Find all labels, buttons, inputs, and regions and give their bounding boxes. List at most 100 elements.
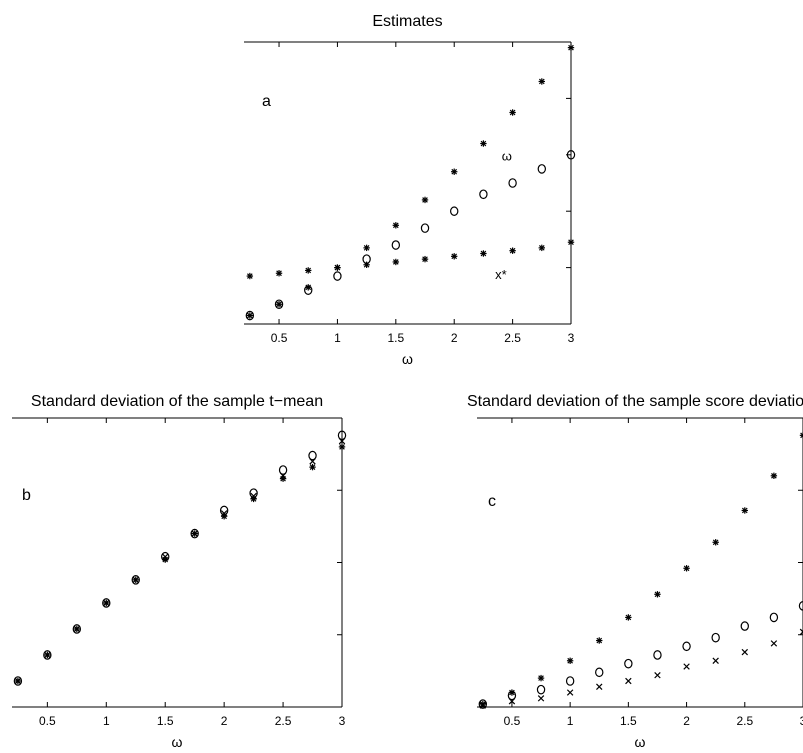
data-point [596,683,603,690]
panel-letter: b [22,487,31,504]
data-point [191,530,198,537]
data-point [624,658,633,669]
data-point [420,223,430,233]
data-point [769,612,779,623]
data-point [246,312,254,319]
data-point [683,565,690,572]
x-tick-label: 1 [334,331,341,345]
series-1-x [14,437,346,685]
data-point [799,432,803,439]
data-point [305,267,312,274]
data-point [799,628,803,636]
data-point [190,528,199,539]
data-point [567,44,575,51]
data-point [508,178,517,188]
series-2-star [246,239,575,280]
x-tick-label: 3 [568,331,575,345]
x-tick-label: 0.5 [39,714,56,728]
data-point [479,189,488,200]
x-axis-label: ω [172,734,183,750]
data-point [654,591,661,598]
series-0-star [479,432,803,708]
data-point [770,640,778,647]
x-tick-label: 0.5 [271,331,288,345]
data-point [73,625,81,633]
x-tick-label: 1.5 [620,714,637,728]
data-point [507,690,517,701]
data-point [103,599,110,607]
series-0-star [246,44,575,319]
data-point [102,598,111,608]
data-point [537,674,545,682]
data-point [480,250,487,257]
panel-a-estimates: Estimates 0.5 1 1.5 2 2.5 3 ω a ω x* [244,13,576,367]
data-point [595,667,604,678]
x-tick-label: 2 [221,714,228,728]
data-point [509,247,516,254]
data-point [566,657,574,664]
data-point [246,272,254,280]
data-point [625,677,632,685]
data-point [538,78,546,85]
data-point [132,576,139,584]
data-point [741,648,749,656]
panel-letter: a [262,93,271,110]
data-point [274,299,284,310]
x-tick-label: 3 [800,714,803,728]
data-point [421,196,429,204]
panel-c-std-score-deviation: Standard deviation of the sample score d… [467,393,803,750]
data-point [741,507,748,514]
data-point [162,556,169,563]
data-point [338,443,346,451]
data-point [14,677,22,685]
x-tick-label: 1.5 [387,331,404,345]
data-point [363,261,370,268]
data-point [596,637,603,644]
data-point [392,258,400,266]
data-point [13,676,23,686]
data-point [654,671,661,679]
data-point [275,301,283,308]
series-2-star [14,443,346,685]
data-point [279,475,287,482]
data-point [740,621,749,631]
x-tick-label: 2 [683,714,690,728]
data-point [275,270,283,277]
x-tick-label: 1 [567,714,574,728]
data-point [653,650,662,660]
data-point [770,472,778,479]
data-point [480,140,487,147]
series-1-circle [245,150,576,321]
x-tick-label: 2.5 [736,714,753,728]
data-point [536,684,546,695]
data-point [682,641,691,652]
data-point [450,206,459,216]
panel-b-std-t-mean: Standard deviation of the sample t−mean 0… [12,393,347,750]
data-point [245,310,255,321]
data-point [508,697,516,705]
data-point [304,285,313,295]
x-tick-label: 3 [339,714,346,728]
data-point [309,458,316,465]
data-point [565,676,575,686]
chart-title: Estimates [372,13,442,30]
x-tick-label: 2 [451,331,458,345]
data-point [43,650,52,660]
chart-title: Standard deviation of the sample score d… [467,393,803,410]
x-axis-label: ω [635,734,646,750]
x-tick-label: 0.5 [504,714,521,728]
data-point [567,239,575,246]
data-point [421,255,429,263]
data-point [625,614,632,621]
data-point [278,465,288,475]
data-point [392,222,400,229]
data-point [537,164,547,174]
data-point [566,150,576,160]
data-point [683,663,690,670]
data-point [363,244,370,252]
x-tick-label: 1.5 [157,714,174,728]
data-point [478,699,488,709]
data-point [537,695,545,702]
x-tick-label: 1 [103,714,110,728]
